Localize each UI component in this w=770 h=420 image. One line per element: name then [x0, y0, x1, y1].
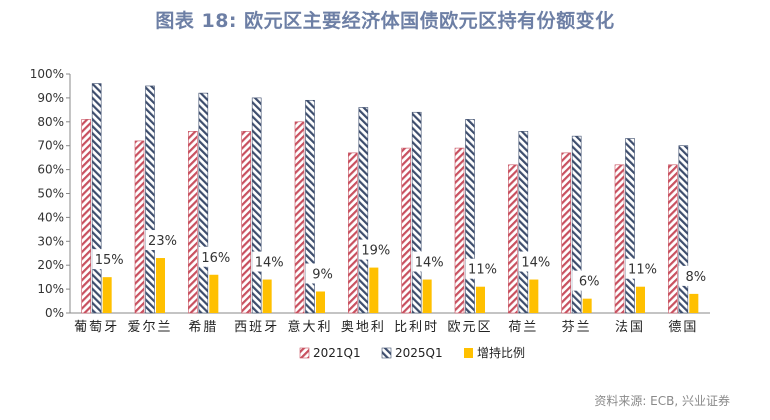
bar-2025q1: [518, 131, 529, 314]
bar-2025q1: [411, 111, 422, 314]
x-tick-label: 法国: [615, 320, 645, 335]
y-tick-label: 60%: [37, 163, 64, 177]
y-tick-label: 10%: [37, 282, 64, 296]
data-label: 19%: [361, 244, 390, 259]
bar-2021q1: [241, 131, 251, 314]
data-label-bg: [198, 246, 233, 267]
bar-2021q1: [348, 152, 358, 314]
data-label: 9%: [312, 267, 333, 282]
bar-2025q1: [305, 99, 315, 314]
x-tick-label: 奥地利: [341, 320, 386, 335]
x-tick-label: 荷兰: [508, 320, 538, 335]
bar-2025q1: [678, 145, 689, 314]
bar-2021q1: [454, 147, 465, 314]
data-label: 11%: [468, 263, 497, 278]
legend-swatch: [299, 347, 310, 359]
bar-2025q1: [358, 107, 369, 314]
bar-increase: [102, 277, 112, 313]
legend: 2021Q1 2025Q1 增持比例: [299, 345, 525, 360]
legend-label: 2021Q1: [313, 346, 361, 360]
bar-increase: [369, 267, 379, 313]
bar-2021q1: [668, 164, 678, 314]
y-tick-label: 100%: [30, 67, 64, 81]
legend-label: 增持比例: [477, 345, 525, 360]
bar-increase: [156, 258, 165, 313]
y-tick-label: 30%: [37, 234, 64, 248]
bar-2025q1: [91, 83, 102, 314]
bar-2021q1: [134, 140, 145, 314]
bar-2025q1: [198, 92, 209, 314]
bar-2025q1: [571, 135, 582, 314]
legend-swatch: [381, 347, 392, 359]
bar-increase: [689, 293, 699, 313]
data-label-bg: [572, 270, 607, 291]
bar-increase: [529, 279, 539, 313]
data-label-bg: [412, 251, 447, 272]
y-tick-label: 70%: [37, 139, 64, 153]
data-label: 8%: [686, 270, 707, 285]
bar-2025q1: [625, 138, 635, 314]
x-tick-label: 爱尔兰: [127, 320, 172, 335]
data-label-bg: [145, 230, 180, 251]
bar-2025q1: [465, 119, 475, 314]
data-label-bg: [678, 265, 713, 286]
bar-2025q1: [251, 97, 262, 314]
bars: [81, 83, 699, 314]
bar-2021q1: [294, 121, 305, 314]
x-tick-label: 西班牙: [234, 320, 279, 335]
chart-title: 图表 18: 欧元区主要经济体国债欧元区持有份额变化: [155, 10, 615, 32]
axes: 0% 10% 20% 30% 40% 50% 60% 70% 80% 90% 100% 葡萄牙 爱尔兰 希…: [30, 67, 710, 335]
x-tick-label: 芬兰: [562, 320, 592, 335]
legend-swatch: [464, 348, 473, 358]
x-tick-label: 葡萄牙: [74, 320, 119, 335]
x-tick-label: 意大利: [287, 319, 332, 335]
data-label: 15%: [95, 253, 124, 268]
x-tick-label: 欧元区: [447, 320, 492, 335]
data-label-bg: [252, 251, 287, 272]
bar-2021q1: [81, 119, 91, 314]
bar-2025q1: [145, 85, 155, 314]
bar-2021q1: [508, 164, 518, 314]
bar-increase: [476, 286, 485, 313]
bar-increase: [636, 286, 645, 313]
data-label: 14%: [415, 256, 444, 271]
chart-source: 资料来源: ECB, 兴业证券: [594, 394, 730, 408]
bar-increase: [316, 291, 325, 313]
bar-increase: [422, 279, 432, 313]
x-tick-label: 比利时: [394, 320, 439, 335]
y-tick-label: 50%: [37, 187, 64, 201]
x-tick-label: 德国: [668, 320, 698, 335]
bar-2021q1: [401, 147, 411, 314]
data-label: 23%: [148, 234, 177, 249]
y-tick-label: 40%: [37, 210, 64, 224]
data-label-bg: [518, 251, 553, 272]
data-label: 14%: [255, 256, 284, 271]
bar-2021q1: [614, 164, 625, 314]
data-labels: 15% 23% 16% 14% 9% 19% 14% 11% 14% 6% 11% 8%: [92, 230, 713, 291]
data-label-bg: [625, 258, 660, 279]
legend-label: 2025Q1: [395, 346, 443, 360]
data-label: 16%: [201, 251, 230, 266]
data-label: 6%: [579, 275, 600, 290]
data-label-bg: [358, 239, 393, 260]
y-tick-label: 0%: [45, 306, 64, 320]
y-tick-label: 90%: [37, 91, 64, 105]
bar-2021q1: [188, 131, 198, 314]
bar-increase: [582, 298, 592, 313]
data-label: 14%: [521, 256, 550, 271]
data-label-bg: [465, 258, 500, 279]
data-label: 11%: [628, 263, 657, 278]
data-label-bg: [305, 263, 340, 284]
x-tick-label: 希腊: [188, 320, 218, 335]
bar-2021q1: [561, 152, 571, 314]
bar-increase: [209, 274, 219, 313]
data-label-bg: [92, 249, 127, 270]
y-tick-label: 20%: [37, 258, 64, 272]
y-tick-label: 80%: [37, 115, 64, 129]
bar-increase: [262, 279, 272, 313]
